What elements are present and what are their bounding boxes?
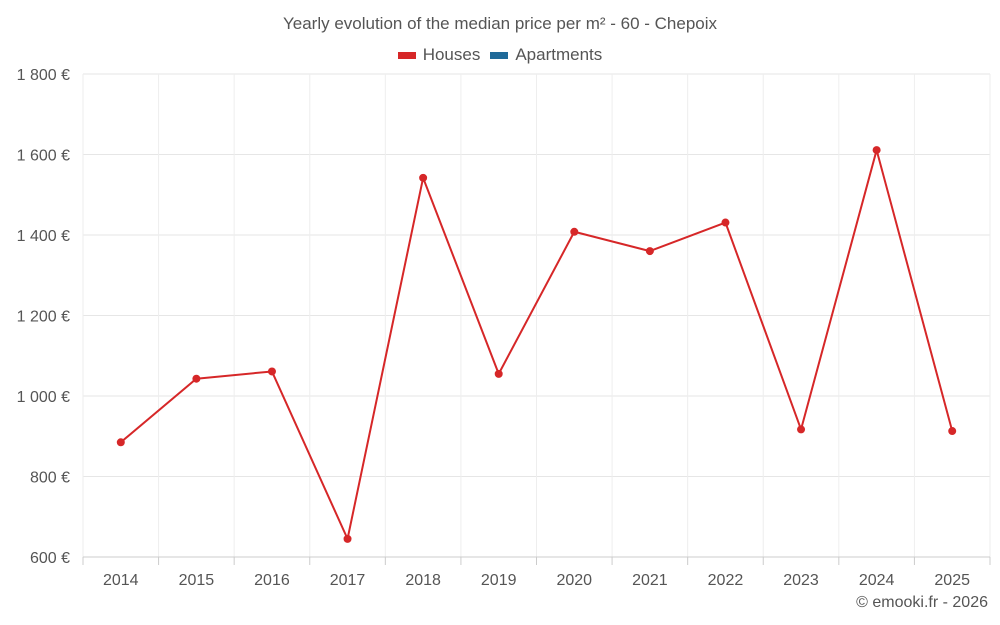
legend-label-houses: Houses [422,45,481,64]
x-tick-label-2024: 2024 [859,572,895,589]
x-tick-label-2019: 2019 [481,572,517,589]
data-point-houses-2014 [116,438,125,447]
data-point-houses-2016 [267,367,276,376]
y-tick-label-1400: 1 400 € [17,228,70,245]
x-tick-label-2022: 2022 [708,572,744,589]
data-point-houses-2024 [872,146,881,155]
legend: Houses Apartments [0,45,1000,65]
axes: 600 € 800 € 1 000 € 1 200 € 1 400 € 1 600 € 1 … [17,67,991,589]
y-tick-label-1200: 1 200 € [17,309,70,326]
data-point-houses-2018 [419,173,428,182]
data-point-houses-2021 [645,247,654,256]
x-tick-label-2023: 2023 [783,572,819,589]
y-tick-label-600: 600 € [30,550,70,567]
legend-swatch-apartments [490,51,509,59]
legend-item-houses[interactable]: Houses [397,45,481,65]
x-tick-label-2016: 2016 [254,572,290,589]
y-tick-label-1800: 1 800 € [17,67,70,84]
x-tick-label-2021: 2021 [632,572,668,589]
y-tick-label-800: 800 € [30,470,70,487]
x-tick-label-2014: 2014 [103,572,139,589]
x-tick-label-2020: 2020 [556,572,592,589]
data-point-houses-2025 [948,427,957,436]
x-tick-label-2017: 2017 [330,572,366,589]
x-tick-label-2015: 2015 [179,572,215,589]
data-point-houses-2023 [797,425,806,434]
data-point-houses-2017 [343,534,352,543]
data-point-houses-2022 [721,218,730,227]
legend-item-apartments[interactable]: Apartments [490,45,602,65]
series-line-houses [120,149,954,540]
credit-text: © emooki.fr - 2026 [856,594,988,611]
legend-label-apartments: Apartments [515,45,603,64]
data-point-houses-2020 [570,227,579,236]
y-tick-label-1600: 1 600 € [17,148,70,165]
x-tick-label-2018: 2018 [405,572,441,589]
data-point-houses-2015 [192,374,201,383]
chart-title: Yearly evolution of the median price per… [282,14,718,33]
series [116,146,957,543]
x-tick-label-2025: 2025 [934,572,970,589]
data-point-houses-2019 [494,369,503,378]
grid [82,73,991,557]
y-tick-label-1000: 1 000 € [17,389,70,406]
legend-swatch-houses [397,51,416,59]
